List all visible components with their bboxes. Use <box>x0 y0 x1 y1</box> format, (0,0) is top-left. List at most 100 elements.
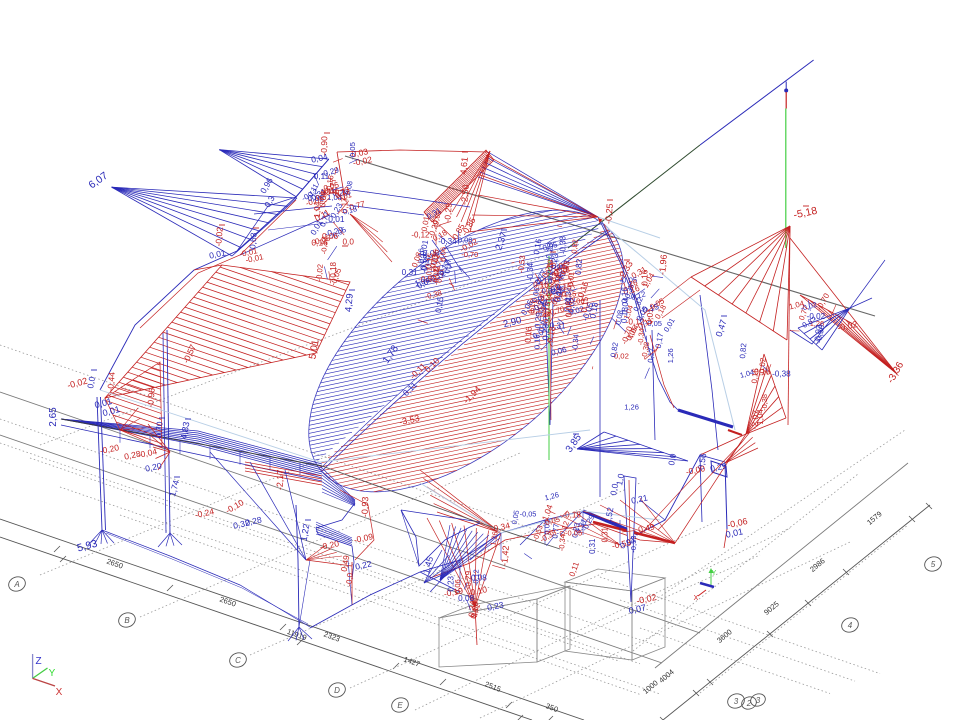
svg-text:0,77: 0,77 <box>348 199 366 212</box>
svg-text:X: X <box>694 595 699 602</box>
svg-text:0,08: 0,08 <box>614 309 625 325</box>
svg-text:0,15: 0,15 <box>580 296 590 313</box>
svg-text:-0,02: -0,02 <box>757 357 768 376</box>
svg-text:A: A <box>13 580 19 589</box>
svg-text:-0,02: -0,02 <box>566 297 577 316</box>
svg-text:0,08: 0,08 <box>545 287 554 303</box>
svg-text:-1,42: -1,42 <box>499 545 511 566</box>
svg-text:-0,10: -0,10 <box>467 584 488 598</box>
svg-text:-2,17: -2,17 <box>275 469 286 490</box>
svg-text:-0,09: -0,09 <box>353 531 374 545</box>
svg-text:0,34: 0,34 <box>466 600 477 618</box>
svg-text:-0,70: -0,70 <box>461 250 478 259</box>
svg-text:5: 5 <box>931 560 936 569</box>
svg-text:0,16: 0,16 <box>311 237 328 247</box>
svg-text:-0,29: -0,29 <box>533 312 544 332</box>
svg-text:0,18: 0,18 <box>342 204 358 216</box>
svg-text:0,16: 0,16 <box>750 368 760 384</box>
svg-text:0,08: 0,08 <box>471 573 487 582</box>
svg-text:-0,38: -0,38 <box>639 341 651 360</box>
svg-text:Z: Z <box>35 656 41 667</box>
svg-text:0,08: 0,08 <box>308 193 325 203</box>
svg-text:0,15: 0,15 <box>562 290 576 299</box>
svg-text:0,01: 0,01 <box>725 526 744 539</box>
svg-text:0,17: 0,17 <box>550 284 568 297</box>
svg-text:0,16: 0,16 <box>532 334 541 349</box>
svg-text:3: 3 <box>756 696 761 705</box>
svg-text:0,16: 0,16 <box>429 248 441 266</box>
svg-text:0,0: 0,0 <box>539 291 553 303</box>
svg-text:0,16: 0,16 <box>639 269 649 286</box>
svg-text:0,63: 0,63 <box>247 232 258 250</box>
svg-text:0,16: 0,16 <box>754 366 771 376</box>
svg-text:-0,34: -0,34 <box>526 262 535 281</box>
svg-text:-0,93: -0,93 <box>360 496 371 517</box>
svg-text:E: E <box>397 701 403 710</box>
svg-text:-0,34: -0,34 <box>490 520 511 534</box>
svg-text:-0,38: -0,38 <box>814 324 826 344</box>
svg-text:0,23: 0,23 <box>545 242 555 259</box>
svg-text:-3,53: -3,53 <box>398 413 420 427</box>
svg-text:-0,24: -0,24 <box>194 506 215 520</box>
svg-text:0,23: 0,23 <box>447 575 456 591</box>
svg-text:1,74: 1,74 <box>167 479 181 498</box>
svg-text:-0,12: -0,12 <box>628 289 647 302</box>
svg-text:-0,02: -0,02 <box>611 351 629 360</box>
svg-text:4,61: 4,61 <box>458 157 469 175</box>
svg-text:0,16: 0,16 <box>533 280 549 289</box>
svg-text:-0,06: -0,06 <box>726 516 748 530</box>
svg-text:1,26: 1,26 <box>488 531 499 547</box>
svg-text:0,23: 0,23 <box>570 522 581 538</box>
svg-text:-0,12: -0,12 <box>411 230 430 239</box>
svg-text:0,01: 0,01 <box>336 190 352 202</box>
svg-text:0,20: 0,20 <box>144 460 163 473</box>
svg-text:0,06: 0,06 <box>550 345 568 358</box>
svg-text:0,0: 0,0 <box>550 283 562 294</box>
svg-text:1,04: 1,04 <box>551 268 561 283</box>
svg-text:-0,01: -0,01 <box>245 252 265 265</box>
svg-text:-0,20: -0,20 <box>319 538 340 552</box>
svg-text:0,01: 0,01 <box>644 307 655 324</box>
svg-text:5,93: 5,93 <box>76 538 99 555</box>
svg-text:0,32: 0,32 <box>232 517 251 530</box>
svg-text:1,26: 1,26 <box>621 278 639 291</box>
svg-text:1,04: 1,04 <box>327 193 342 202</box>
svg-text:0,70: 0,70 <box>153 421 164 439</box>
svg-text:-0,38: -0,38 <box>559 235 568 254</box>
svg-text:1,04: 1,04 <box>739 367 755 379</box>
svg-text:0,49: 0,49 <box>637 521 656 534</box>
svg-text:-0,02: -0,02 <box>812 324 824 344</box>
svg-text:1,04: 1,04 <box>788 299 806 312</box>
svg-text:-0,29: -0,29 <box>329 188 348 198</box>
svg-text:0,18: 0,18 <box>419 254 432 272</box>
svg-text:0,01: 0,01 <box>562 297 573 313</box>
svg-text:-0,38: -0,38 <box>772 369 791 378</box>
svg-text:0,01: 0,01 <box>328 214 345 224</box>
svg-text:-1,96: -1,96 <box>657 254 669 275</box>
svg-text:0,11: 0,11 <box>434 267 446 284</box>
svg-text:-0,02: -0,02 <box>305 195 324 208</box>
svg-text:D: D <box>334 686 340 695</box>
svg-text:-0,03: -0,03 <box>348 146 369 160</box>
svg-text:-2,50: -2,50 <box>459 184 471 205</box>
svg-text:-0,53: -0,53 <box>516 255 527 273</box>
svg-text:0,16: 0,16 <box>619 287 629 304</box>
svg-text:0,01: 0,01 <box>566 271 576 286</box>
svg-text:0,82: 0,82 <box>570 239 580 254</box>
svg-text:0,01: 0,01 <box>424 267 434 282</box>
svg-text:4: 4 <box>848 621 853 630</box>
svg-text:-0,34: -0,34 <box>570 334 580 352</box>
svg-text:-0,53: -0,53 <box>629 535 638 552</box>
svg-text:0,16: 0,16 <box>522 326 533 343</box>
svg-text:-0,29: -0,29 <box>323 224 344 239</box>
svg-text:0,17: 0,17 <box>443 258 453 274</box>
svg-text:-5,18: -5,18 <box>792 205 818 222</box>
svg-text:0,06: 0,06 <box>439 247 448 262</box>
svg-text:-0,05: -0,05 <box>542 515 561 528</box>
svg-text:0,06: 0,06 <box>570 296 585 305</box>
svg-text:-0,02: -0,02 <box>635 592 657 606</box>
svg-text:-0,05: -0,05 <box>520 509 537 518</box>
svg-text:0,77: 0,77 <box>329 178 338 193</box>
svg-text:-0,01: -0,01 <box>239 246 259 259</box>
svg-text:0,23: 0,23 <box>486 599 505 612</box>
